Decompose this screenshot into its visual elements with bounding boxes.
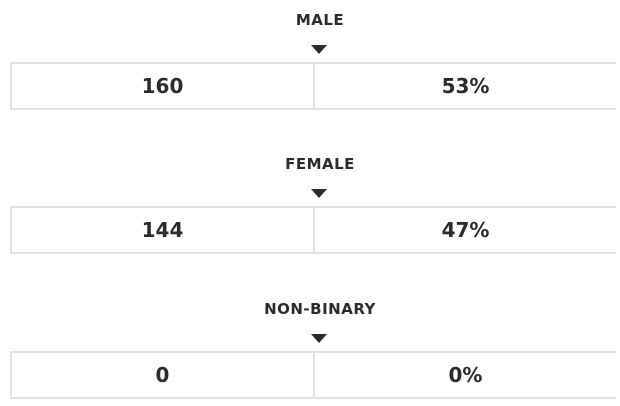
arrow-down [311, 45, 327, 54]
group: NON-BINARY 0 0% [0, 294, 620, 406]
value-box: 0 0% [10, 351, 616, 399]
arrow-down [311, 334, 327, 343]
group-label: FEMALE [285, 155, 355, 173]
group: MALE 160 53% [0, 5, 620, 117]
percent: 53% [313, 64, 616, 108]
group-label: MALE [295, 11, 345, 29]
percent: 47% [313, 208, 616, 252]
value-box: 144 47% [10, 206, 616, 254]
group-label: NON-BINARY [264, 300, 376, 318]
arrow-down [311, 189, 327, 198]
count: 0 [155, 363, 170, 387]
count: 160 [141, 74, 184, 98]
value-box: 160 53% [10, 62, 616, 110]
percent: 0% [313, 353, 616, 397]
group: FEMALE 144 47% [0, 149, 620, 261]
count: 144 [141, 218, 184, 242]
